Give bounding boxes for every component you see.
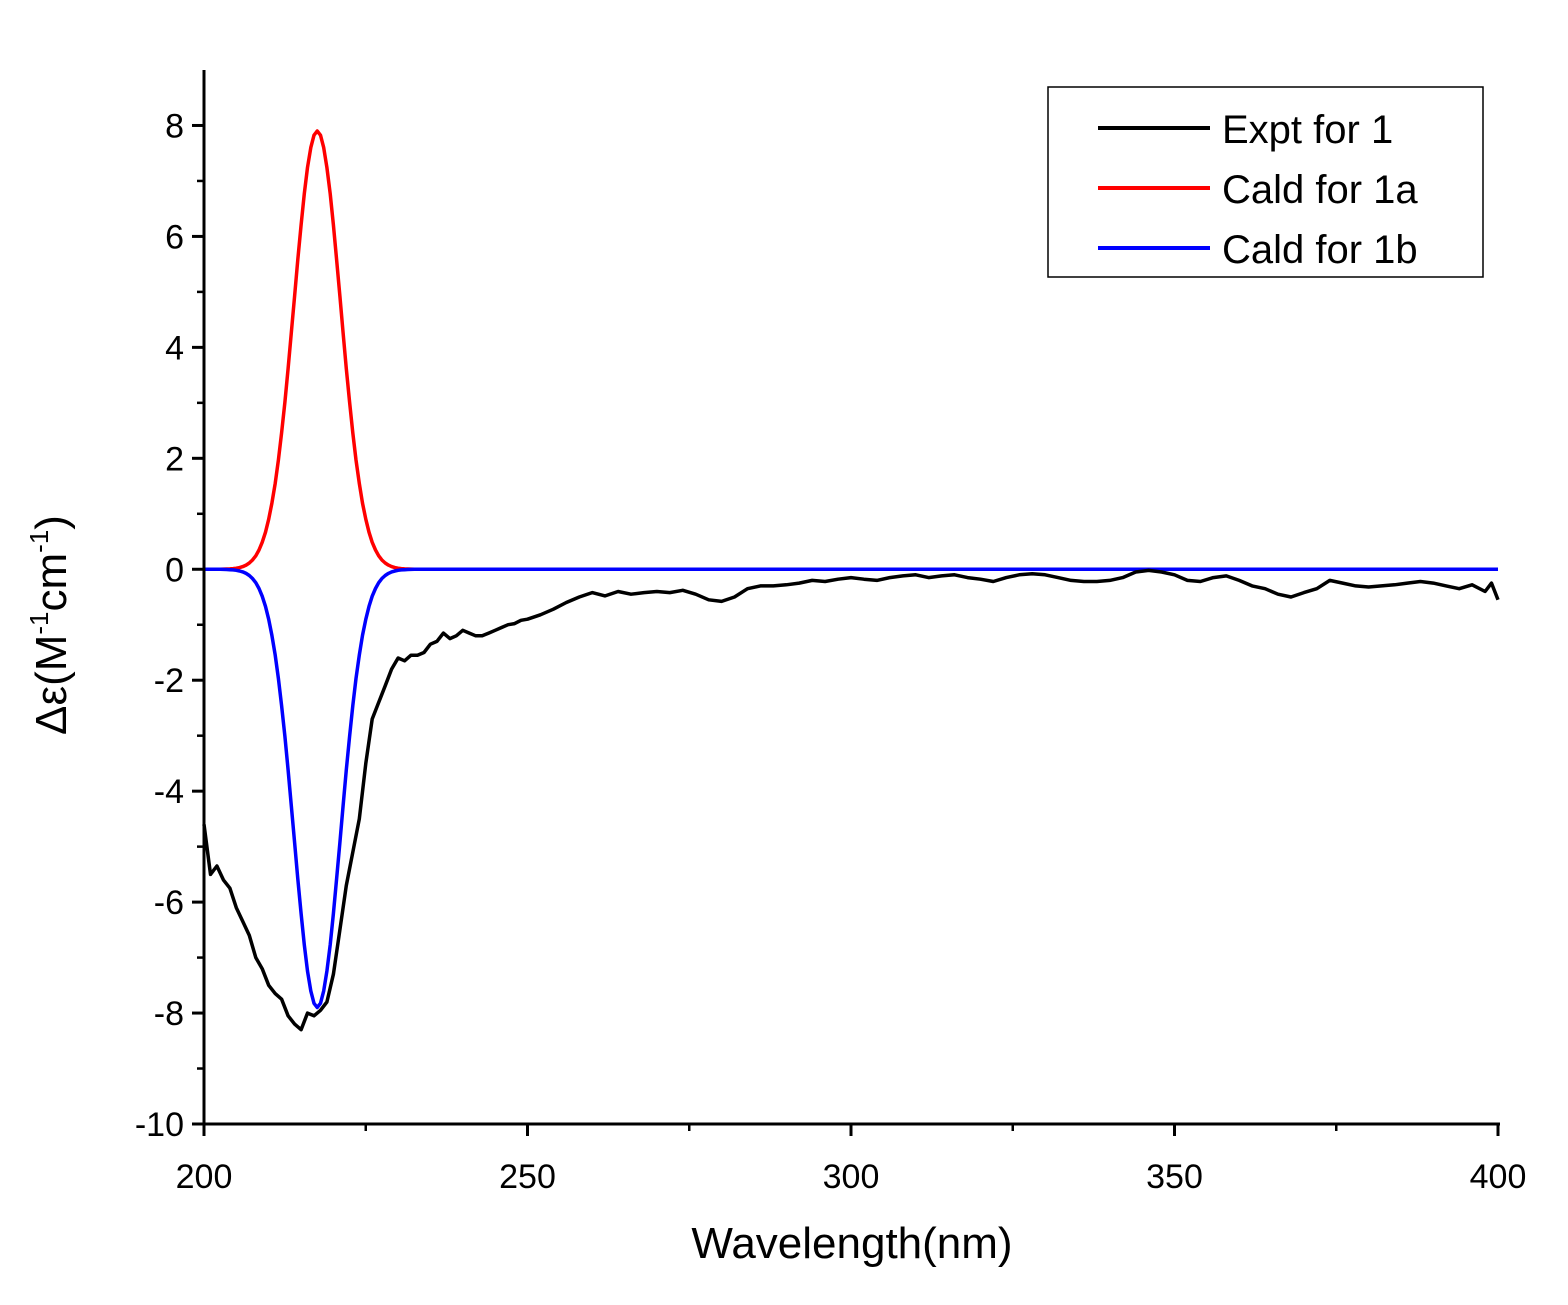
x-tick-label: 200 <box>176 1158 233 1196</box>
x-tick-label: 350 <box>1146 1158 1203 1196</box>
series-line-cald-for-1b <box>204 567 1498 1010</box>
y-tick-label: -8 <box>154 995 184 1033</box>
legend-label-cald-1b: Cald for 1b <box>1222 228 1418 272</box>
x-tick-label: 250 <box>499 1158 556 1196</box>
y-tick-label: 6 <box>165 218 184 256</box>
y-tick-label: -2 <box>154 662 184 700</box>
legend-label-expt: Expt for 1 <box>1222 108 1393 152</box>
plot-lines <box>202 129 1500 1032</box>
y-tick-label: -4 <box>154 773 184 811</box>
series-line-expt-for-1 <box>202 568 1500 1032</box>
y-tick-label: 0 <box>165 551 184 589</box>
x-tick-label: 300 <box>823 1158 880 1196</box>
x-tick-label: 400 <box>1470 1158 1527 1196</box>
y-tick-label: -6 <box>154 884 184 922</box>
y-axis-title: Δε(M-1cm-1) <box>24 515 76 735</box>
legend-box <box>1047 86 1484 278</box>
y-ticks: -10 -8 -6 -4 -2 0 2 4 6 8 <box>135 107 204 1144</box>
y-tick-label: 2 <box>165 440 184 478</box>
y-tick-label: 4 <box>165 329 184 367</box>
x-ticks: 200 250 300 350 400 <box>176 1124 1527 1196</box>
y-tick-label: -10 <box>135 1106 184 1144</box>
legend-label-cald-1a: Cald for 1a <box>1222 168 1418 212</box>
x-axis-title: Wavelength(nm) <box>691 1219 1012 1268</box>
legend: Expt for 1 Cald for 1a Cald for 1b <box>1047 86 1484 278</box>
y-tick-label: 8 <box>165 107 184 145</box>
